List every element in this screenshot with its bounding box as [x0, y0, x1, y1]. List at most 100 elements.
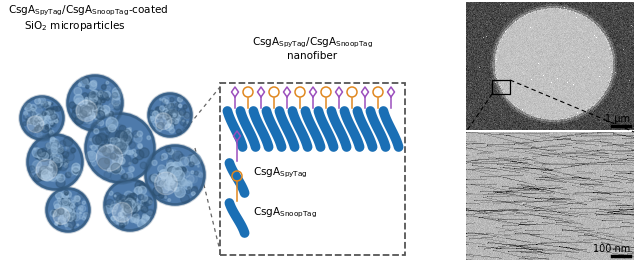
- Circle shape: [144, 208, 148, 211]
- Circle shape: [61, 196, 63, 199]
- Circle shape: [110, 204, 118, 212]
- Circle shape: [61, 209, 63, 211]
- Circle shape: [125, 200, 132, 208]
- Circle shape: [186, 190, 190, 194]
- Circle shape: [41, 115, 46, 120]
- Circle shape: [104, 179, 156, 231]
- Circle shape: [41, 115, 46, 121]
- Circle shape: [20, 96, 64, 140]
- Circle shape: [169, 113, 177, 121]
- Circle shape: [169, 179, 174, 185]
- Circle shape: [74, 200, 81, 206]
- Circle shape: [43, 123, 50, 130]
- Text: 100 nm: 100 nm: [593, 244, 630, 254]
- Circle shape: [143, 207, 146, 209]
- Circle shape: [191, 154, 201, 165]
- Circle shape: [91, 80, 97, 86]
- Circle shape: [133, 190, 136, 193]
- Circle shape: [32, 116, 35, 119]
- Circle shape: [144, 197, 152, 206]
- Circle shape: [50, 173, 59, 182]
- Circle shape: [120, 223, 124, 228]
- Circle shape: [120, 131, 132, 143]
- Circle shape: [75, 98, 84, 107]
- Circle shape: [160, 99, 162, 100]
- Circle shape: [158, 165, 165, 173]
- Circle shape: [118, 157, 125, 164]
- Circle shape: [169, 173, 178, 182]
- Circle shape: [52, 161, 62, 171]
- Circle shape: [178, 111, 183, 116]
- Circle shape: [38, 115, 45, 122]
- Circle shape: [65, 214, 69, 219]
- Circle shape: [127, 203, 130, 206]
- Circle shape: [137, 131, 142, 137]
- Circle shape: [97, 105, 99, 107]
- Circle shape: [160, 170, 169, 178]
- Circle shape: [190, 175, 197, 183]
- Circle shape: [179, 119, 181, 121]
- Circle shape: [42, 152, 46, 156]
- Circle shape: [38, 152, 47, 161]
- Circle shape: [62, 156, 64, 158]
- Circle shape: [113, 159, 116, 162]
- Circle shape: [125, 202, 132, 209]
- Circle shape: [152, 160, 157, 166]
- Circle shape: [175, 103, 177, 106]
- Circle shape: [92, 162, 96, 166]
- Circle shape: [50, 210, 57, 217]
- Circle shape: [93, 129, 99, 134]
- Circle shape: [82, 110, 88, 116]
- Circle shape: [160, 180, 166, 186]
- Circle shape: [34, 119, 38, 122]
- Circle shape: [169, 124, 174, 129]
- Circle shape: [69, 204, 71, 206]
- Circle shape: [24, 103, 32, 111]
- Circle shape: [96, 145, 123, 171]
- Circle shape: [86, 105, 93, 112]
- Circle shape: [80, 206, 86, 211]
- Circle shape: [116, 147, 120, 152]
- Circle shape: [48, 146, 57, 156]
- Circle shape: [170, 123, 174, 127]
- Circle shape: [55, 204, 60, 210]
- Circle shape: [87, 98, 93, 104]
- Circle shape: [45, 127, 48, 129]
- Circle shape: [109, 143, 115, 150]
- Circle shape: [132, 158, 138, 164]
- Circle shape: [57, 149, 64, 155]
- Circle shape: [55, 172, 60, 176]
- Circle shape: [43, 116, 46, 119]
- Circle shape: [37, 103, 41, 107]
- Circle shape: [52, 140, 59, 148]
- Circle shape: [166, 147, 171, 152]
- Circle shape: [53, 215, 55, 217]
- Circle shape: [106, 144, 114, 152]
- Circle shape: [167, 151, 175, 159]
- Circle shape: [151, 174, 159, 182]
- Circle shape: [92, 93, 95, 96]
- Circle shape: [83, 212, 89, 219]
- Circle shape: [89, 100, 98, 108]
- Circle shape: [170, 119, 174, 124]
- Circle shape: [84, 99, 88, 103]
- Circle shape: [119, 200, 123, 204]
- Circle shape: [194, 186, 197, 189]
- Circle shape: [99, 99, 103, 103]
- Circle shape: [149, 174, 158, 182]
- Circle shape: [117, 137, 125, 145]
- Circle shape: [147, 211, 153, 217]
- Circle shape: [178, 178, 186, 186]
- Circle shape: [79, 215, 83, 219]
- Circle shape: [125, 128, 131, 134]
- Circle shape: [49, 113, 52, 115]
- Circle shape: [41, 148, 48, 154]
- Circle shape: [169, 103, 172, 106]
- Circle shape: [173, 114, 176, 117]
- Circle shape: [172, 102, 177, 107]
- Circle shape: [93, 100, 97, 104]
- Circle shape: [67, 214, 73, 219]
- Circle shape: [53, 115, 56, 118]
- Circle shape: [66, 152, 74, 161]
- Circle shape: [34, 148, 36, 150]
